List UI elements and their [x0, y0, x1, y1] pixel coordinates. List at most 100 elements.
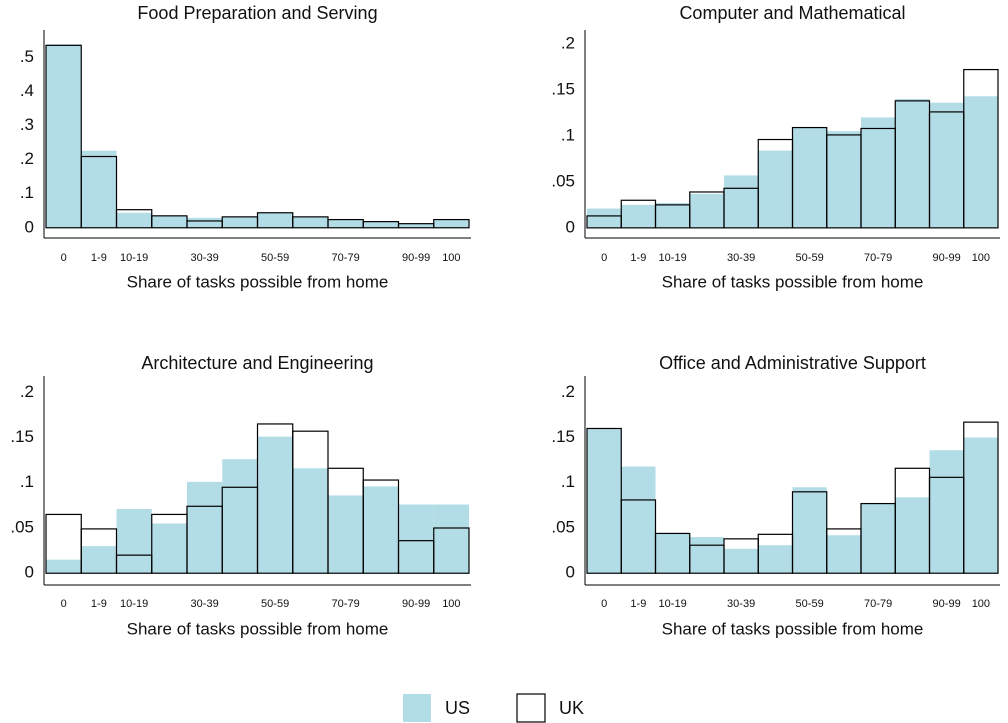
- x-tick-label: 0: [61, 252, 67, 264]
- x-tick-label: 50-59: [261, 598, 289, 610]
- y-tick-label: .2: [20, 149, 34, 168]
- subplot-title: Food Preparation and Serving: [137, 3, 377, 23]
- bar: [655, 533, 690, 574]
- bar: [187, 481, 223, 574]
- x-tick-label: 50-59: [796, 252, 824, 264]
- bar: [151, 215, 187, 228]
- bar: [826, 535, 861, 574]
- bar: [398, 223, 434, 228]
- x-axis-label: Share of tasks possible from home: [127, 619, 389, 638]
- x-tick-label: 70-79: [864, 598, 892, 610]
- x-tick-label: 0: [601, 598, 607, 610]
- bar: [621, 466, 656, 574]
- x-tick-label: 70-79: [864, 252, 892, 264]
- x-tick-label: 70-79: [332, 598, 360, 610]
- bar: [81, 150, 117, 228]
- bar: [116, 509, 152, 574]
- y-tick-label: .15: [551, 427, 575, 446]
- bar: [963, 437, 998, 574]
- x-axis-label: Share of tasks possible from home: [662, 272, 924, 291]
- x-tick-label: 30-39: [191, 598, 219, 610]
- bar: [116, 212, 152, 228]
- bar: [433, 504, 469, 574]
- y-tick-label: 0: [25, 563, 34, 582]
- bar: [895, 99, 930, 228]
- subplot-title: Computer and Mathematical: [679, 3, 905, 23]
- x-tick-label: 30-39: [727, 598, 755, 610]
- bar: [46, 44, 82, 228]
- x-tick-label: 10-19: [659, 598, 687, 610]
- x-tick-label: 1-9: [630, 252, 646, 264]
- bar: [46, 559, 82, 574]
- y-tick-label: .1: [561, 125, 575, 144]
- x-tick-label: 100: [442, 598, 460, 610]
- y-tick-label: 0: [566, 563, 575, 582]
- x-tick-label: 10-19: [659, 252, 687, 264]
- y-tick-label: 0: [566, 217, 575, 236]
- bar: [758, 150, 793, 228]
- x-tick-label: 100: [972, 598, 990, 610]
- y-tick-label: .4: [20, 81, 34, 100]
- legend-swatch: [403, 694, 431, 722]
- x-tick-label: 30-39: [727, 252, 755, 264]
- y-tick-label: .1: [20, 472, 34, 491]
- y-tick-label: .15: [10, 427, 34, 446]
- bar: [861, 503, 896, 574]
- x-tick-label: 100: [442, 252, 460, 264]
- bar: [689, 193, 724, 228]
- subplot-title: Architecture and Engineering: [141, 353, 373, 373]
- bar: [792, 127, 827, 228]
- x-tick-label: 10-19: [120, 598, 148, 610]
- y-tick-label: .2: [20, 382, 34, 401]
- x-tick-label: 0: [61, 598, 67, 610]
- bar: [328, 219, 364, 228]
- x-tick-label: 1-9: [91, 598, 107, 610]
- x-tick-label: 90-99: [402, 252, 430, 264]
- x-tick-label: 90-99: [933, 252, 961, 264]
- bar: [362, 479, 400, 574]
- bar: [587, 208, 622, 228]
- legend-label: US: [445, 698, 470, 718]
- bar: [398, 504, 434, 574]
- bar: [222, 216, 258, 228]
- x-tick-label: 1-9: [91, 252, 107, 264]
- bar: [151, 523, 187, 574]
- bar: [363, 486, 399, 574]
- bar: [587, 428, 622, 574]
- bar: [45, 44, 82, 229]
- bar: [328, 495, 364, 574]
- legend-swatch: [516, 693, 546, 723]
- bar: [963, 96, 998, 228]
- bar: [792, 487, 827, 574]
- x-tick-label: 90-99: [933, 598, 961, 610]
- y-tick-label: 0: [25, 217, 34, 236]
- bar: [861, 117, 896, 228]
- x-tick-label: 90-99: [402, 598, 430, 610]
- legend-label: UK: [559, 698, 584, 718]
- y-tick-label: .5: [20, 47, 34, 66]
- bar: [81, 546, 117, 574]
- y-tick-label: .1: [20, 183, 34, 202]
- bar: [963, 421, 999, 574]
- bar: [257, 436, 293, 574]
- y-tick-label: .05: [551, 517, 575, 536]
- y-tick-label: .15: [551, 79, 575, 98]
- bar: [724, 175, 759, 228]
- bar: [689, 537, 724, 574]
- bar: [433, 219, 469, 228]
- bar: [80, 155, 118, 229]
- y-tick-label: .05: [551, 171, 575, 190]
- x-tick-label: 1-9: [630, 598, 646, 610]
- bar: [363, 221, 399, 228]
- bar: [433, 527, 470, 574]
- bar: [724, 548, 759, 574]
- bar: [292, 468, 328, 574]
- x-tick-label: 10-19: [120, 252, 148, 264]
- x-tick-label: 30-39: [191, 252, 219, 264]
- x-tick-label: 100: [972, 252, 990, 264]
- bar: [895, 497, 930, 574]
- bar: [222, 459, 258, 574]
- bar: [655, 203, 690, 228]
- bar: [826, 131, 861, 228]
- y-tick-label: .2: [561, 382, 575, 401]
